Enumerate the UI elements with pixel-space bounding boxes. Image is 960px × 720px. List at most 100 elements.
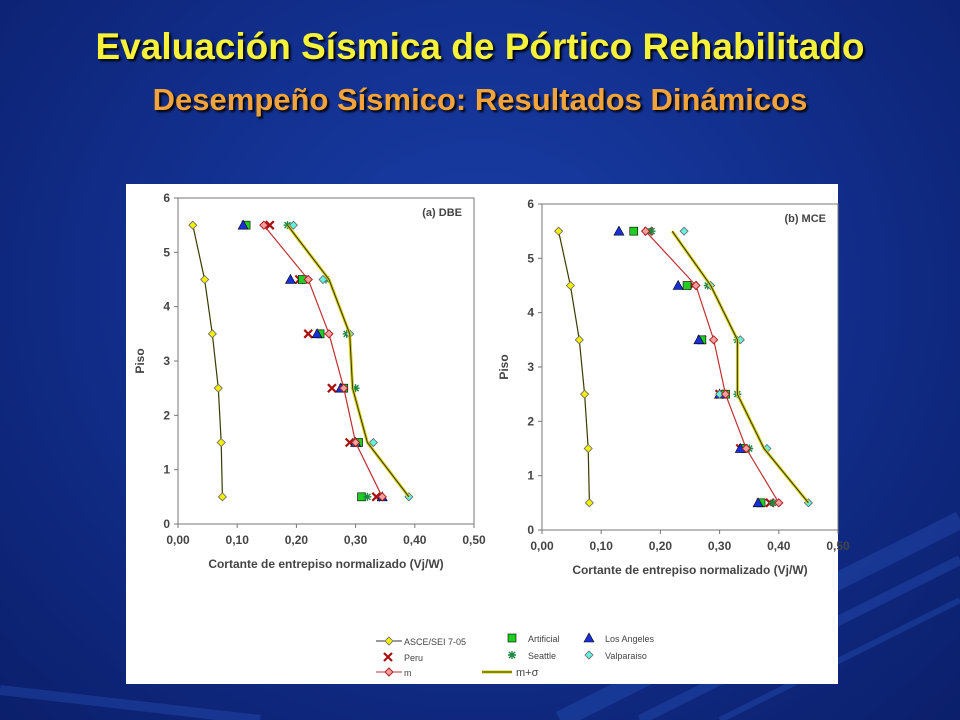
- data-point: [752, 497, 764, 508]
- x-tick-label: 0,50: [462, 533, 486, 547]
- y-tick-label: 4: [527, 306, 534, 320]
- data-point: [720, 389, 731, 399]
- chart-panel-dbe: 0,00 0,10 0,20 0,30 0,40 0,50 0 1 2 3 4 5 6 Cortante …: [133, 191, 486, 571]
- data-point: [708, 335, 719, 345]
- series-line: [558, 231, 590, 503]
- panel-label: (a) DBE: [422, 207, 462, 219]
- data-point: [318, 274, 328, 285]
- plot-area: [177, 197, 475, 525]
- plot-area: [541, 203, 839, 531]
- legend-label: Valparaiso: [605, 651, 647, 661]
- data-point: [324, 329, 334, 339]
- legend-item: Artificial: [507, 633, 560, 644]
- data-point: [774, 498, 784, 508]
- legend-marker: [507, 633, 517, 643]
- x-tick-label: 0,20: [285, 533, 309, 547]
- y-tick-label: 0: [527, 523, 534, 537]
- legend-label: Seattle: [528, 651, 556, 661]
- data-point: [217, 492, 227, 502]
- y-tick-label: 0: [163, 517, 170, 531]
- data-point: [554, 226, 564, 236]
- data-point: [768, 498, 777, 507]
- series-line: [645, 230, 780, 504]
- series-line-m-sigma-core: [671, 230, 809, 504]
- y-tick-label: 2: [163, 408, 170, 422]
- data-point: [583, 443, 593, 454]
- data-point: [303, 274, 313, 285]
- data-point: [574, 335, 584, 345]
- data-point: [565, 280, 575, 291]
- page-title: Evaluación Sísmica de Pórtico Rehabilita…: [95, 26, 865, 67]
- data-point: [368, 437, 378, 448]
- y-tick-label: 5: [163, 245, 170, 259]
- x-tick-label: 0,40: [767, 539, 791, 553]
- legend-marker: [508, 651, 516, 659]
- data-point: [213, 383, 223, 393]
- data-point: [311, 328, 323, 339]
- series-line: [263, 224, 383, 498]
- legend-item: m: [376, 667, 412, 678]
- legend-item: Seattle: [508, 651, 556, 661]
- legend-marker: [384, 667, 394, 677]
- data-point: [629, 226, 639, 236]
- data-point: [351, 384, 360, 393]
- data-point: [283, 221, 292, 230]
- legend-label: Los Angeles: [605, 634, 655, 644]
- data-point: [264, 220, 275, 230]
- y-tick-label: 6: [527, 197, 534, 211]
- y-tick-label: 4: [163, 300, 170, 314]
- chart-legend: ASCE/SEI 7-05 Artificial Los Angeles Peru Se…: [376, 632, 655, 679]
- legend-item: Los Angeles: [583, 632, 655, 644]
- data-point: [284, 273, 296, 284]
- legend-marker: [383, 652, 393, 662]
- legend-label: Artificial: [528, 634, 560, 644]
- data-point: [200, 274, 210, 285]
- data-point: [303, 329, 314, 339]
- x-tick-label: 0,10: [590, 539, 614, 553]
- data-point: [679, 226, 689, 236]
- data-point: [613, 225, 625, 236]
- data-point: [288, 220, 299, 230]
- y-tick-label: 6: [163, 191, 170, 205]
- data-point: [640, 226, 651, 236]
- chart-panel-mce: 0,00 0,10 0,20 0,30 0,40 0,50 0 1 2 3 4 5 6 Cortante …: [497, 197, 850, 577]
- legend-item: m+σ: [482, 667, 539, 679]
- data-point: [672, 279, 684, 290]
- legend-item: ASCE/SEI 7-05: [376, 636, 466, 647]
- page-subtitle: Desempeño Sísmico: Resultados Dinámicos: [152, 82, 808, 117]
- data-point: [377, 492, 387, 502]
- data-point: [188, 220, 198, 230]
- series-line-m-sigma-core: [287, 224, 410, 498]
- data-point: [207, 329, 217, 339]
- x-tick-label: 0,30: [708, 539, 732, 553]
- legend-marker: [584, 650, 594, 660]
- data-point: [691, 280, 701, 291]
- y-tick-label: 1: [163, 463, 170, 477]
- data-point: [682, 281, 692, 290]
- x-tick-label: 0,00: [530, 539, 554, 553]
- y-tick-label: 2: [527, 414, 534, 428]
- data-point: [339, 383, 349, 393]
- data-point: [216, 437, 226, 448]
- y-tick-label: 5: [527, 251, 534, 265]
- x-axis-label: Cortante de entrepiso normalizado (Vj/W): [208, 557, 443, 571]
- legend-label: Peru: [404, 653, 423, 663]
- data-point: [693, 334, 705, 345]
- data-point: [350, 437, 361, 448]
- y-tick-label: 3: [527, 360, 534, 374]
- panel-label: (b) MCE: [784, 213, 826, 225]
- legend-label: m+σ: [516, 667, 539, 679]
- data-point: [259, 220, 269, 230]
- data-point: [237, 219, 249, 230]
- data-point: [327, 383, 337, 393]
- y-tick-label: 3: [163, 354, 170, 368]
- data-point: [584, 498, 594, 508]
- data-point: [580, 389, 590, 399]
- legend-label: m: [404, 668, 412, 678]
- data-point: [647, 227, 656, 236]
- x-tick-label: 0,00: [166, 533, 190, 547]
- x-tick-label: 0,40: [403, 533, 427, 547]
- x-axis-label: Cortante de entrepiso normalizado (Vj/W): [572, 563, 807, 577]
- legend-marker: [583, 632, 595, 643]
